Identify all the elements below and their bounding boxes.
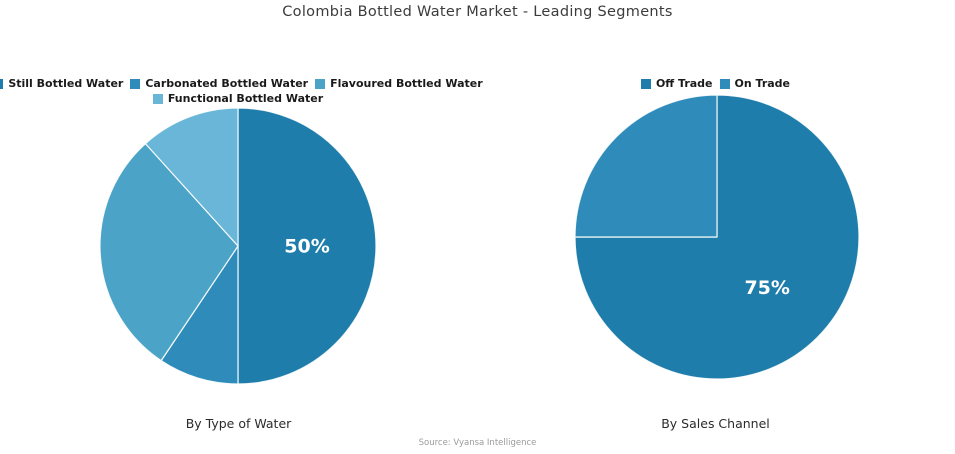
legend-item: Off Trade — [640, 77, 713, 90]
legend-item: Flavoured Bottled Water — [315, 77, 483, 90]
legend-item-label: On Trade — [734, 77, 791, 90]
legend-swatch-icon — [719, 78, 730, 89]
chart-panel-type-of-water: Still Bottled Water Carbonated Bottled Wa… — [0, 0, 483, 454]
source-note: Source: Vyansa Intelligence — [418, 438, 537, 448]
legend-swatch-icon — [315, 78, 326, 89]
legend-item-label: Off Trade — [655, 77, 713, 90]
pie-slice — [237, 107, 377, 385]
pie-slice — [573, 94, 860, 380]
legend-item-label: Flavoured Bottled Water — [330, 77, 483, 90]
pie-slice-label: 75% — [744, 277, 789, 299]
pie-slice-label: 50% — [284, 236, 329, 258]
pie-slice — [573, 94, 718, 238]
legend-swatch-icon — [130, 78, 141, 89]
pie-chart-sales-channel: 75% — [573, 94, 860, 380]
legend-swatch-icon — [0, 78, 4, 89]
figure-title: Colombia Bottled Water Market - Leading … — [282, 4, 673, 20]
chart-panel-sales-channel: Off Trade On Trade 75% By Sales Channel — [477, 0, 954, 454]
chart-caption: By Sales Channel — [661, 416, 770, 431]
legend-item-label: Still Bottled Water — [8, 77, 124, 90]
legend: Off Trade On Trade — [477, 77, 954, 90]
pie-slice — [144, 107, 239, 247]
legend-item-label: Functional Bottled Water — [167, 92, 324, 105]
legend-item: On Trade — [719, 77, 791, 90]
legend-item: Carbonated Bottled Water — [130, 77, 308, 90]
pie-slice — [160, 245, 239, 385]
pie-chart-type-of-water: 50% — [99, 107, 377, 385]
legend-swatch-icon — [640, 78, 651, 89]
legend-item-label: Carbonated Bottled Water — [145, 77, 309, 90]
legend-swatch-icon — [152, 93, 163, 104]
pie-slice — [99, 143, 239, 362]
chart-caption: By Type of Water — [185, 416, 292, 431]
legend-item: Still Bottled Water — [0, 77, 123, 90]
legend-item: Functional Bottled Water — [152, 92, 324, 105]
legend: Still Bottled Water Carbonated Bottled Wa… — [0, 77, 498, 105]
